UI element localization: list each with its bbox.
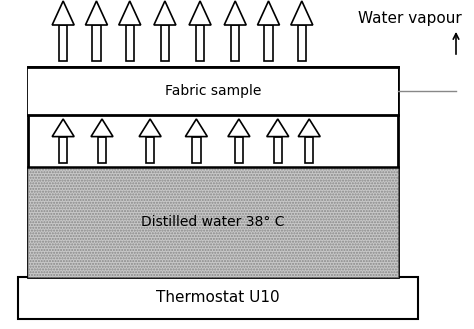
Bar	[28, 167, 398, 277]
Polygon shape	[161, 25, 169, 61]
Polygon shape	[257, 1, 280, 25]
Polygon shape	[267, 119, 289, 137]
Polygon shape	[59, 137, 67, 163]
Polygon shape	[91, 119, 113, 137]
Polygon shape	[154, 1, 176, 25]
Polygon shape	[231, 25, 239, 61]
Polygon shape	[98, 137, 106, 163]
Polygon shape	[185, 119, 207, 137]
Polygon shape	[192, 137, 201, 163]
Polygon shape	[92, 25, 100, 61]
Text: Water vapour: Water vapour	[358, 11, 462, 26]
Polygon shape	[298, 119, 320, 137]
Text: Fabric sample: Fabric sample	[165, 84, 261, 98]
Bar	[18, 277, 418, 319]
Polygon shape	[305, 137, 313, 163]
Polygon shape	[52, 119, 74, 137]
Polygon shape	[52, 1, 74, 25]
Polygon shape	[298, 25, 306, 61]
Polygon shape	[139, 119, 161, 137]
Polygon shape	[59, 25, 67, 61]
Polygon shape	[264, 25, 273, 61]
Polygon shape	[189, 1, 211, 25]
Polygon shape	[291, 1, 313, 25]
Polygon shape	[85, 1, 108, 25]
Polygon shape	[119, 1, 141, 25]
Bar	[28, 67, 398, 115]
Text: Thermostat U10: Thermostat U10	[156, 291, 280, 306]
Polygon shape	[224, 1, 246, 25]
Polygon shape	[235, 137, 243, 163]
Polygon shape	[196, 25, 204, 61]
Polygon shape	[228, 119, 250, 137]
Bar	[28, 167, 398, 277]
Polygon shape	[273, 137, 282, 163]
Polygon shape	[126, 25, 134, 61]
Polygon shape	[146, 137, 154, 163]
Text: Distilled water 38° C: Distilled water 38° C	[141, 215, 285, 229]
Bar	[28, 67, 398, 277]
